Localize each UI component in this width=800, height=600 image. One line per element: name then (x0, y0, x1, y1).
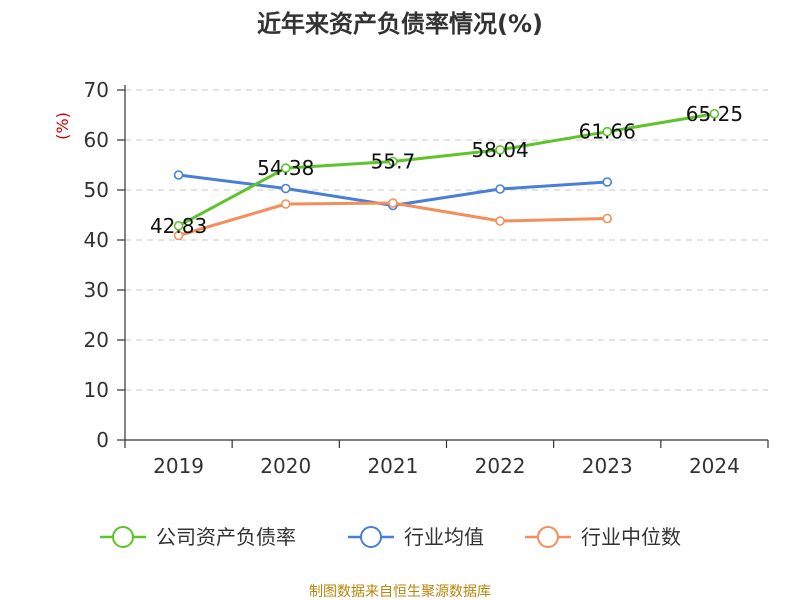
legend-swatch-marker (360, 526, 382, 548)
source-note: 制图数据来自恒生聚源数据库 (309, 584, 491, 600)
y-tick-label: 60 (84, 128, 109, 152)
data-label: 58.04 (471, 138, 528, 162)
data-point (280, 199, 291, 209)
data-point (709, 108, 720, 119)
x-tick-label: 2020 (260, 454, 311, 478)
data-point (173, 170, 184, 180)
legend-label: 行业中位数 (581, 525, 681, 549)
x-tick-label: 2024 (689, 454, 740, 478)
data-point (602, 126, 613, 137)
data-point (388, 156, 398, 167)
data-label: 42.83 (150, 214, 207, 238)
y-tick-label: 20 (84, 328, 109, 352)
legend-label: 公司资产负债率 (156, 525, 296, 549)
data-point (495, 184, 505, 194)
data-point (173, 221, 184, 231)
y-tick-label: 50 (84, 178, 109, 202)
y-tick-label: 0 (96, 428, 109, 452)
chart-title: 近年来资产负债率情况(%) (257, 10, 543, 38)
legend-label: 行业均值 (404, 525, 484, 549)
series-line (177, 112, 715, 228)
data-label: 61.66 (579, 120, 636, 144)
data-label: 55.7 (371, 150, 416, 174)
x-tick-label: 2022 (475, 454, 526, 478)
data-point (495, 145, 505, 155)
x-tick-label: 2023 (582, 454, 633, 478)
legend-swatch-marker (537, 526, 559, 548)
series-lines (173, 108, 720, 241)
data-label: 54.38 (257, 156, 314, 180)
y-axis-unit-label: (%) (53, 112, 72, 140)
y-tick-label: 30 (84, 278, 109, 302)
data-point (495, 216, 505, 226)
x-tick-label: 2021 (367, 454, 418, 478)
data-point (602, 177, 613, 187)
y-tick-label: 70 (84, 78, 109, 102)
data-point (173, 230, 184, 241)
legend: 公司资产负债率 行业均值 行业中位数 (100, 525, 681, 549)
data-point (388, 198, 398, 208)
data-point (602, 213, 613, 224)
x-tick-label: 2019 (153, 454, 204, 478)
y-tick-label: 40 (84, 228, 109, 252)
data-point (280, 163, 291, 173)
data-point (280, 183, 291, 194)
axes: 0 10 20 30 40 50 60 70 2019 2020 2021 2022 2023 2024 (84, 78, 769, 478)
legend-swatch-marker (112, 526, 134, 548)
gridlines (125, 89, 768, 391)
data-label: 65.25 (686, 102, 743, 126)
data-labels: 42.83 54.38 55.7 58.04 61.66 65.25 (150, 102, 743, 238)
y-tick-label: 10 (84, 378, 109, 402)
